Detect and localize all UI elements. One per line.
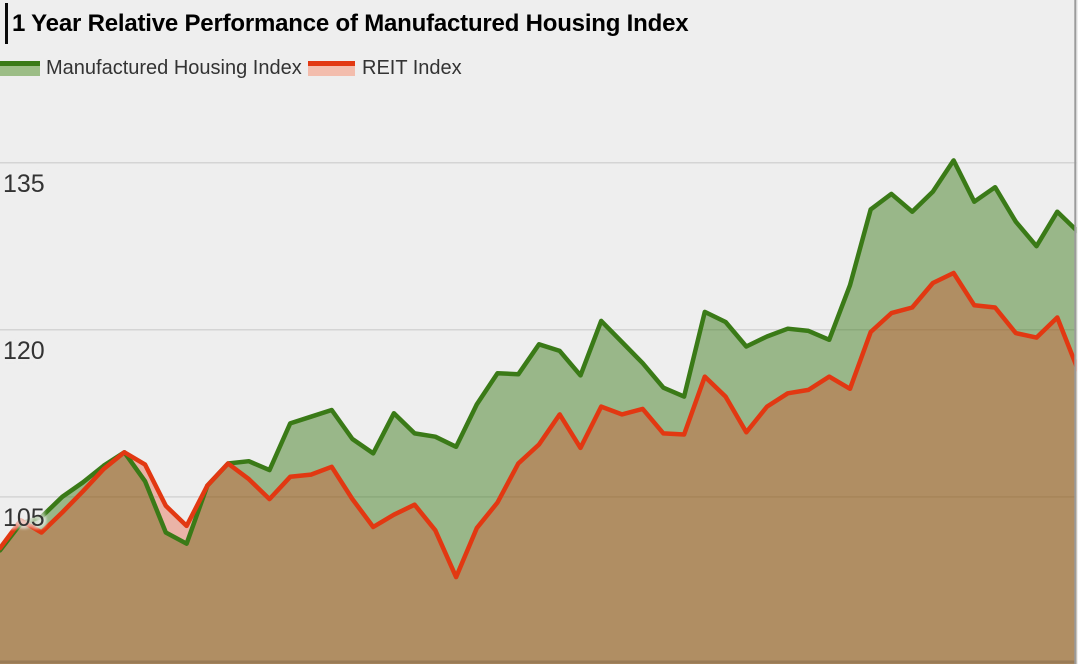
legend: Manufactured Housing Index REIT Index: [0, 57, 1078, 79]
right-margin: [1076, 0, 1078, 664]
reit-legend-swatch: [308, 61, 355, 76]
y-tick-label-120: 120: [3, 336, 45, 365]
stray-mark: [5, 3, 8, 44]
chart-title: 1 Year Relative Performance of Manufactu…: [12, 10, 689, 37]
mhi-swatch-fill: [0, 66, 40, 76]
mhi-line: [0, 158, 1078, 553]
mhi-swatch-line: [0, 61, 40, 66]
grid-lines: [0, 161, 1078, 498]
reit-legend-label: REIT Index: [362, 57, 462, 79]
y-tick-label-105: 105: [3, 503, 45, 532]
y-tick-label-135: 135: [3, 169, 45, 198]
reit-line: [0, 270, 1078, 580]
mhi-legend-label: Manufactured Housing Index: [46, 57, 302, 79]
reit-area: [0, 273, 1078, 664]
mhi-legend-swatch: [0, 61, 40, 76]
mhi-area: [0, 160, 1078, 664]
reit-swatch-fill: [308, 66, 355, 76]
reit-swatch-line: [308, 61, 355, 66]
